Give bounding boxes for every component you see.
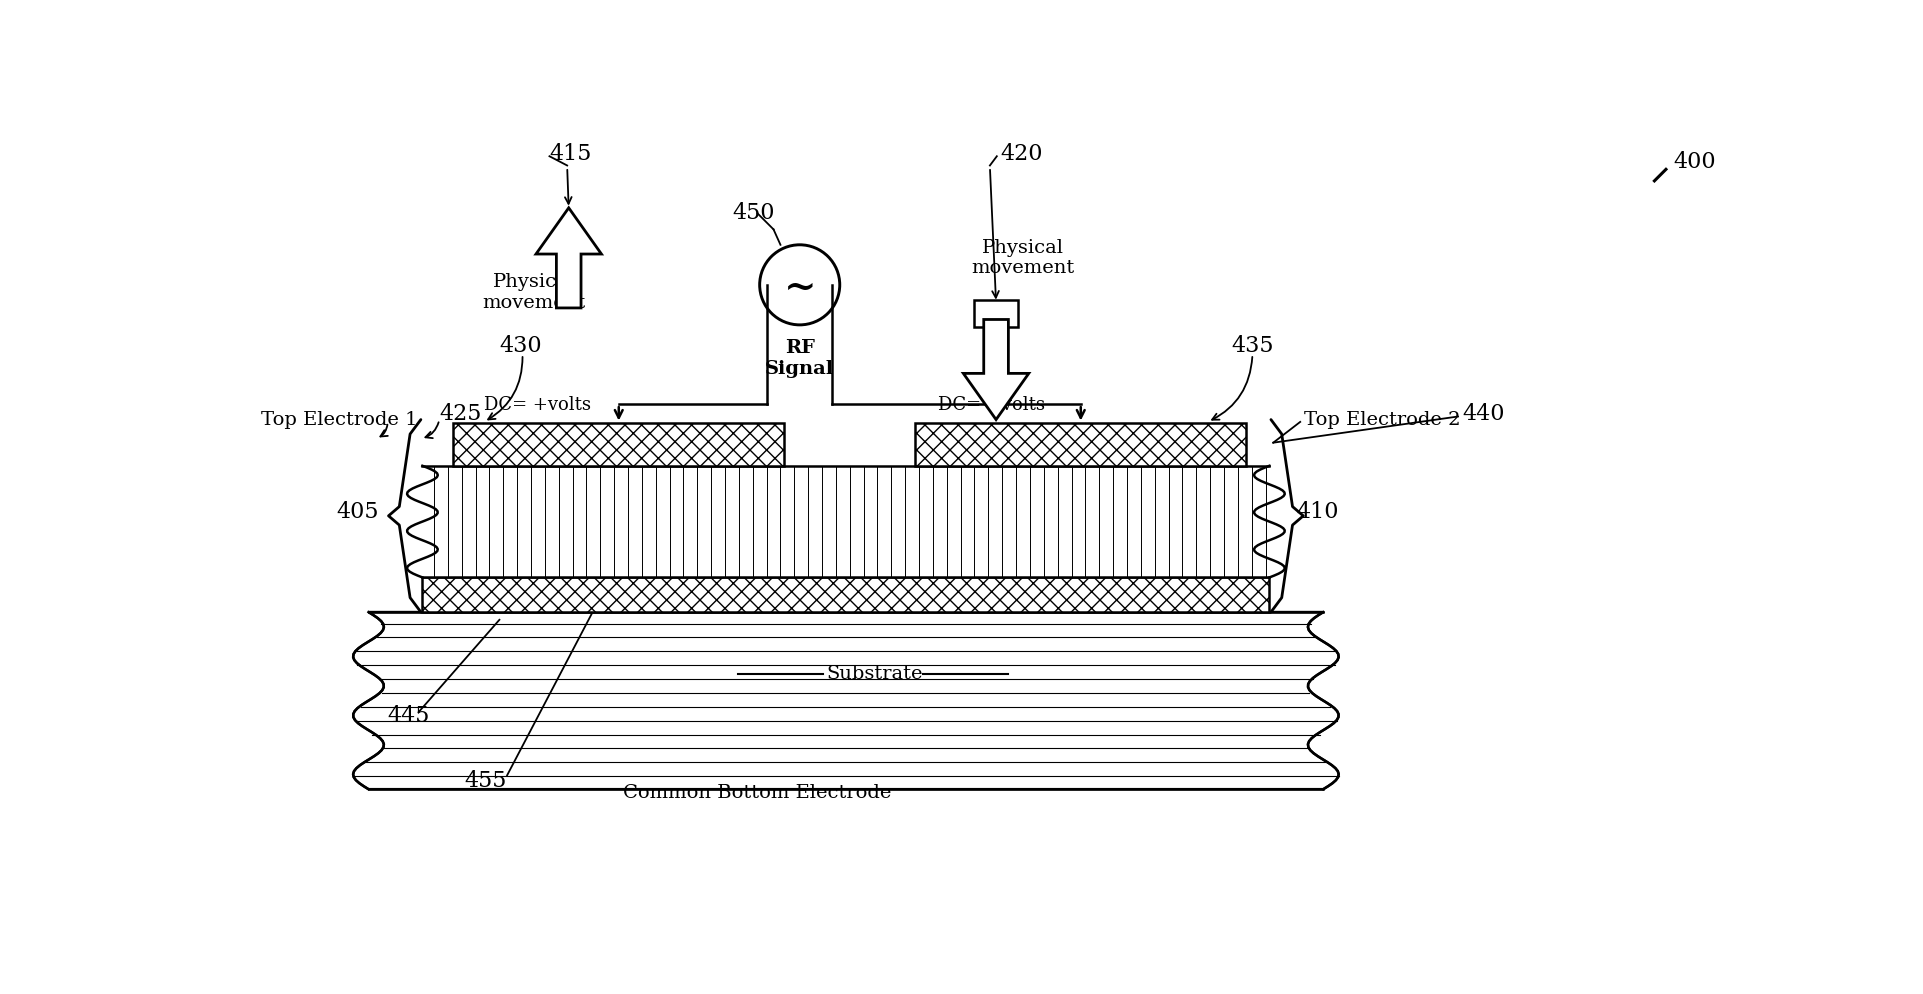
Text: 450: 450	[1058, 505, 1092, 523]
Text: 425: 425	[438, 404, 481, 425]
Text: DC= +volts: DC= +volts	[485, 397, 590, 414]
Text: Common Bottom Electrode: Common Bottom Electrode	[623, 784, 890, 802]
Text: DC= +volts: DC= +volts	[938, 397, 1044, 414]
Text: 415: 415	[550, 143, 592, 165]
Bar	[423, 578, 1269, 612]
Bar	[915, 423, 1246, 466]
Text: 410: 410	[1296, 501, 1338, 523]
Text: 440: 440	[1461, 404, 1504, 425]
Text: 455: 455	[465, 770, 508, 792]
Polygon shape	[354, 612, 1338, 789]
Text: Physical
movement: Physical movement	[971, 239, 1075, 277]
Text: 430: 430	[500, 335, 542, 358]
Text: $\neg$450: $\neg$450	[1044, 503, 1094, 521]
Text: 400: 400	[1673, 151, 1715, 173]
Text: 450: 450	[1088, 509, 1131, 531]
Bar	[454, 423, 785, 466]
Text: Top Electrode 2: Top Electrode 2	[1304, 411, 1460, 428]
Text: Substrate: Substrate	[827, 665, 923, 683]
Text: 445: 445	[388, 705, 431, 727]
Text: $\neg$450: $\neg$450	[1096, 505, 1158, 527]
Text: Physical
movement: Physical movement	[483, 273, 585, 312]
Polygon shape	[537, 208, 602, 308]
Text: DC= 0volts: DC= 0volts	[442, 495, 544, 513]
Polygon shape	[408, 466, 1285, 578]
Polygon shape	[963, 319, 1029, 419]
Bar	[973, 300, 1017, 327]
Text: 405: 405	[337, 501, 379, 523]
Text: 450: 450	[733, 202, 775, 225]
Text: RF
Signal: RF Signal	[765, 339, 835, 378]
Text: ~: ~	[783, 269, 815, 307]
Text: 435: 435	[1231, 335, 1273, 358]
Text: 420: 420	[1000, 143, 1042, 165]
Text: Parascan$^{\mathrm{TM}}$: Parascan$^{\mathrm{TM}}$	[713, 476, 825, 498]
Text: Top Electrode 1: Top Electrode 1	[262, 411, 417, 428]
